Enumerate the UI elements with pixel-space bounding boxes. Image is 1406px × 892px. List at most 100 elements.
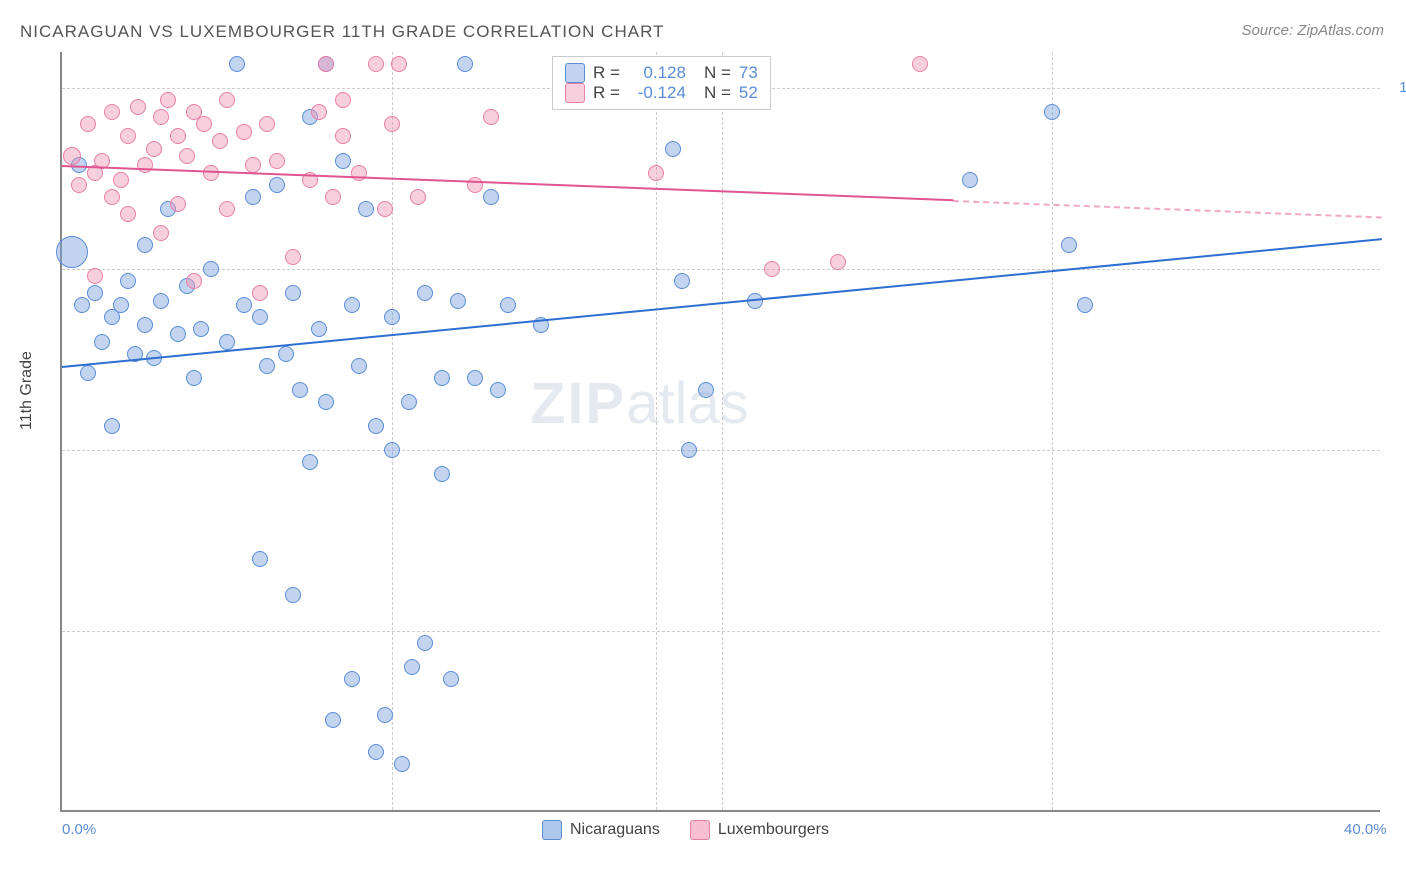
- scatter-point: [104, 104, 120, 120]
- scatter-point: [698, 382, 714, 398]
- scatter-point: [285, 285, 301, 301]
- scatter-point: [377, 707, 393, 723]
- scatter-point: [137, 237, 153, 253]
- scatter-point: [259, 358, 275, 374]
- x-tick-label: 0.0%: [62, 821, 96, 838]
- scatter-point: [830, 254, 846, 270]
- scatter-point: [311, 104, 327, 120]
- grid-line-v: [1052, 52, 1053, 810]
- scatter-point: [170, 128, 186, 144]
- scatter-point: [325, 712, 341, 728]
- grid-line-v: [722, 52, 723, 810]
- scatter-point: [160, 92, 176, 108]
- x-tick-label: 40.0%: [1344, 821, 1387, 838]
- grid-line-h: [62, 450, 1380, 451]
- scatter-point: [219, 334, 235, 350]
- scatter-point: [401, 394, 417, 410]
- scatter-point: [153, 109, 169, 125]
- legend-swatch: [542, 820, 562, 840]
- scatter-point: [137, 317, 153, 333]
- scatter-point: [681, 442, 697, 458]
- scatter-point: [196, 116, 212, 132]
- scatter-point: [443, 671, 459, 687]
- scatter-point: [368, 56, 384, 72]
- scatter-point: [63, 147, 81, 165]
- scatter-point: [120, 273, 136, 289]
- scatter-point: [483, 109, 499, 125]
- y-tick-label: 92.5%: [1390, 260, 1406, 277]
- grid-line-h: [62, 269, 1380, 270]
- scatter-point: [351, 358, 367, 374]
- scatter-point: [1077, 297, 1093, 313]
- scatter-point: [245, 189, 261, 205]
- scatter-point: [113, 172, 129, 188]
- scatter-point: [219, 92, 235, 108]
- scatter-point: [120, 128, 136, 144]
- scatter-point: [94, 334, 110, 350]
- scatter-point: [74, 297, 90, 313]
- scatter-point: [193, 321, 209, 337]
- scatter-point: [384, 116, 400, 132]
- scatter-point: [368, 418, 384, 434]
- scatter-point: [71, 177, 87, 193]
- y-tick-label: 85.0%: [1390, 441, 1406, 458]
- scatter-point: [417, 285, 433, 301]
- scatter-point: [186, 370, 202, 386]
- scatter-point: [153, 293, 169, 309]
- scatter-point: [269, 177, 285, 193]
- scatter-point: [311, 321, 327, 337]
- scatter-point: [285, 249, 301, 265]
- scatter-point: [186, 273, 202, 289]
- scatter-point: [674, 273, 690, 289]
- scatter-point: [457, 56, 473, 72]
- stats-swatch: [565, 83, 585, 103]
- scatter-point: [203, 261, 219, 277]
- legend-item: Nicaraguans: [542, 820, 660, 840]
- scatter-point: [318, 56, 334, 72]
- scatter-point: [467, 177, 483, 193]
- scatter-point: [56, 236, 88, 268]
- scatter-point: [302, 454, 318, 470]
- scatter-point: [335, 92, 351, 108]
- y-tick-label: 77.5%: [1390, 622, 1406, 639]
- scatter-point: [212, 133, 228, 149]
- scatter-point: [325, 189, 341, 205]
- scatter-point: [130, 99, 146, 115]
- scatter-point: [252, 309, 268, 325]
- scatter-point: [278, 346, 294, 362]
- scatter-point: [285, 587, 301, 603]
- grid-line-v: [392, 52, 393, 810]
- stats-n-label: N =: [704, 63, 731, 83]
- scatter-point: [318, 394, 334, 410]
- scatter-point: [236, 297, 252, 313]
- stats-row: R =-0.124N =52: [565, 83, 758, 103]
- grid-line-h: [62, 631, 1380, 632]
- scatter-point: [236, 124, 252, 140]
- stats-row: R =0.128N =73: [565, 63, 758, 83]
- legend: NicaraguansLuxembourgers: [542, 820, 829, 840]
- scatter-point: [80, 116, 96, 132]
- scatter-point: [259, 116, 275, 132]
- scatter-point: [377, 201, 393, 217]
- scatter-point: [229, 56, 245, 72]
- scatter-point: [104, 418, 120, 434]
- scatter-point: [252, 285, 268, 301]
- scatter-point: [404, 659, 420, 675]
- scatter-point: [120, 206, 136, 222]
- scatter-point: [467, 370, 483, 386]
- scatter-point: [252, 551, 268, 567]
- trend-line-dashed: [953, 200, 1382, 218]
- scatter-point: [137, 157, 153, 173]
- scatter-point: [434, 370, 450, 386]
- scatter-point: [245, 157, 261, 173]
- scatter-point: [335, 153, 351, 169]
- scatter-point: [104, 189, 120, 205]
- scatter-point: [335, 128, 351, 144]
- scatter-point: [344, 671, 360, 687]
- scatter-point: [146, 141, 162, 157]
- scatter-point: [665, 141, 681, 157]
- y-tick-label: 100.0%: [1390, 79, 1406, 96]
- plot-area: 77.5%85.0%92.5%100.0%0.0%40.0%R =0.128N …: [60, 52, 1380, 812]
- scatter-point: [962, 172, 978, 188]
- scatter-point: [80, 365, 96, 381]
